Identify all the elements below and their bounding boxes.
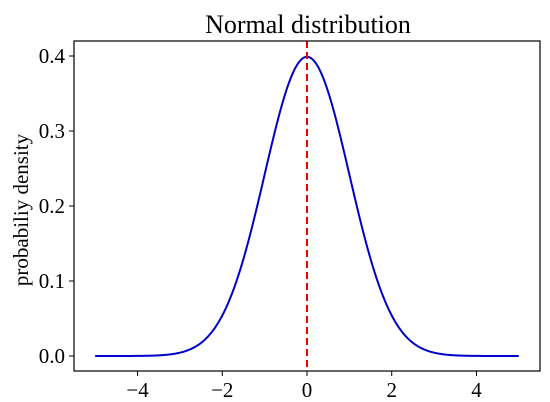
y-tick-label: 0.4 <box>39 44 66 68</box>
plot-frame <box>73 40 541 372</box>
axis-ticks: −4 −2 0 2 4 0.0 0.1 0.2 0.3 0.4 <box>39 44 482 402</box>
x-tick-label: 0 <box>302 378 313 402</box>
x-tick-label: −2 <box>211 378 233 402</box>
x-tick-label: −4 <box>126 378 149 402</box>
chart-title: Normal distribution <box>205 10 411 39</box>
y-tick-label: 0.0 <box>39 344 65 368</box>
y-axis-label: probabiliy density <box>9 133 33 286</box>
y-tick-label: 0.3 <box>39 119 65 143</box>
x-tick-label: 2 <box>386 378 397 402</box>
y-tick-label: 0.2 <box>39 194 65 218</box>
y-tick-label: 0.1 <box>39 269 65 293</box>
x-tick-label: 4 <box>471 378 482 402</box>
plot-area <box>95 41 519 371</box>
